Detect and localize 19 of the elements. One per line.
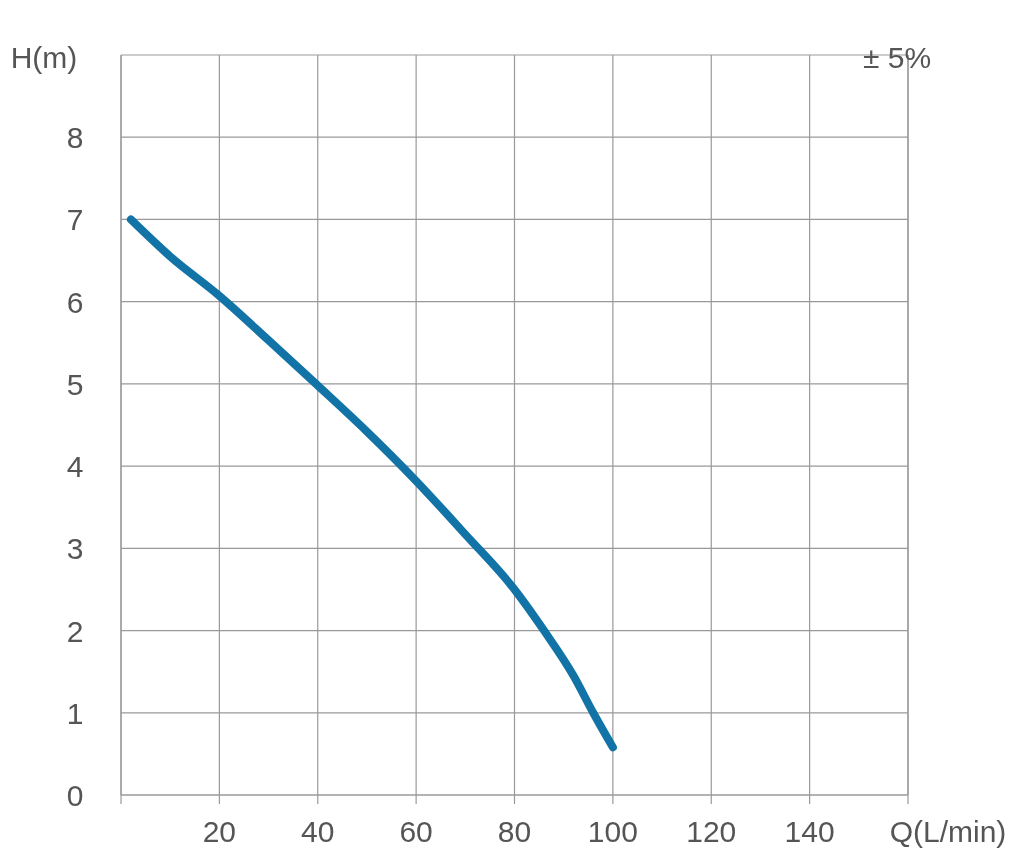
x-tick-label: 80 [497,815,532,848]
x-tick-label: 100 [587,815,638,848]
y-tick-label: 4 [66,450,84,484]
x-axis-title: Q(L/min) [889,815,1007,848]
y-tick-label: 2 [66,614,84,648]
y-tick-label: 3 [66,532,84,566]
y-tick-label: 8 [66,121,84,155]
x-tick-label: 120 [686,815,737,848]
x-tick-label: 140 [784,815,835,848]
y-axis-title: H(m) [10,41,78,74]
y-tick-label: 0 [66,779,84,812]
x-tick-label: 40 [301,815,335,848]
annotation: ± 5% [862,41,932,74]
y-tick-label: 6 [66,285,84,319]
y-tick-label: 7 [66,203,84,237]
y-tick-label: 5 [66,367,84,401]
y-tick-label: 1 [66,696,84,730]
x-tick-label: 60 [399,815,433,848]
x-tick-label: 20 [202,815,237,848]
